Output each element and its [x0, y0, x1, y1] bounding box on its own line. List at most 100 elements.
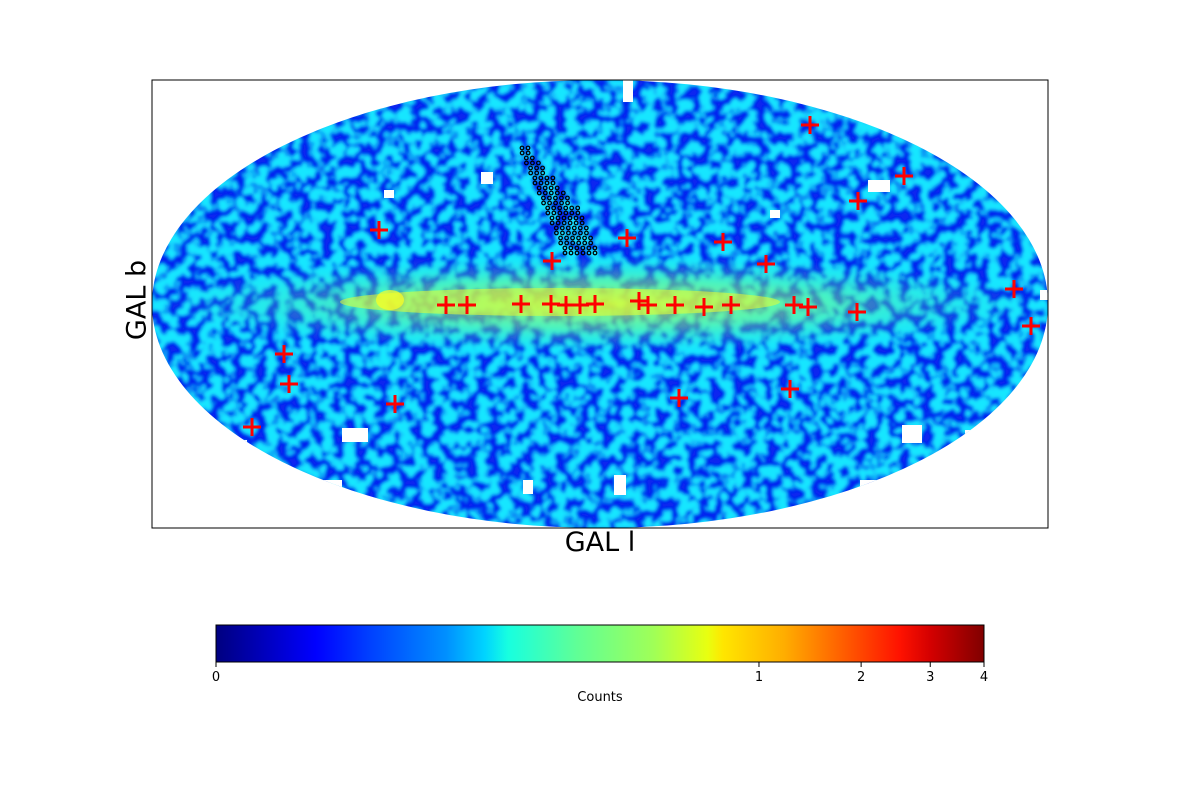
black-circle-marker — [561, 215, 567, 221]
black-circle-marker — [555, 220, 561, 226]
black-circle-marker — [566, 230, 571, 236]
black-circle-marker — [536, 185, 542, 191]
black-circle-marker — [582, 235, 587, 241]
black-circle-marker — [570, 240, 576, 246]
black-circle-marker — [553, 225, 559, 231]
black-circle-marker — [549, 220, 555, 226]
red-cross-marker — [785, 296, 803, 314]
black-circle-marker — [576, 235, 581, 241]
black-circle-marker — [568, 245, 574, 251]
black-circle-marker — [554, 190, 560, 196]
black-circle-marker — [583, 225, 589, 231]
black-circle-marker — [592, 250, 598, 256]
red-cross-marker — [543, 252, 561, 270]
plot-frame — [151, 79, 1049, 529]
black-circle-marker — [547, 195, 552, 201]
black-circle-marker — [525, 145, 531, 151]
black-circle-marker — [524, 160, 529, 166]
black-circle-marker — [544, 180, 550, 186]
black-circle-marker — [568, 250, 574, 256]
red-cross-marker — [370, 221, 388, 239]
black-circle-marker — [567, 220, 573, 226]
black-circle-marker — [562, 250, 568, 256]
black-circle-marker — [553, 200, 558, 206]
black-circle-marker — [573, 215, 579, 221]
red-cross-marker — [458, 296, 476, 314]
red-cross-marker — [437, 296, 455, 314]
black-circle-marker — [586, 250, 592, 256]
black-circle-marker — [567, 215, 573, 221]
black-circle-marker — [547, 200, 552, 206]
black-circle-marker — [565, 225, 571, 231]
y-axis-label: GAL b — [121, 259, 153, 341]
black-circle-marker — [560, 230, 565, 236]
black-circle-marker — [557, 205, 563, 211]
black-circle-marker — [558, 240, 564, 246]
black-circle-marker — [564, 235, 569, 241]
black-circle-marker — [550, 175, 556, 181]
red-cross-marker — [1005, 280, 1023, 298]
colorbar-gradient — [215, 624, 985, 663]
black-circle-marker — [541, 200, 546, 206]
black-circle-marker — [570, 235, 575, 241]
red-cross-marker — [781, 380, 799, 398]
red-cross-marker — [275, 345, 293, 363]
colorbar-tick-label: 0 — [211, 670, 221, 685]
black-circle-marker — [560, 190, 566, 196]
black-circle-marker — [588, 240, 594, 246]
colorbar-tick-label: 1 — [754, 670, 764, 685]
black-circle-marker — [553, 195, 558, 201]
black-circle-marker — [588, 235, 593, 241]
black-circle-marker — [579, 220, 585, 226]
black-circle-marker — [554, 185, 560, 191]
red-cross-marker — [666, 296, 684, 314]
red-cross-marker — [849, 192, 867, 210]
galactic-plane-core — [340, 288, 780, 316]
black-circle-marker — [540, 165, 545, 171]
black-circle-marker — [578, 230, 583, 236]
red-cross-marker — [243, 418, 261, 436]
black-circle-marker — [575, 205, 581, 211]
black-circle-marker — [565, 200, 570, 206]
black-circle-marker — [529, 155, 535, 161]
black-circle-marker — [561, 220, 567, 226]
black-circle-marker — [559, 200, 564, 206]
black-circle-marker — [523, 155, 529, 161]
black-circle-marker — [575, 210, 581, 216]
colorbar-label: Counts — [577, 690, 623, 705]
colorbar-tick-label: 2 — [856, 670, 866, 685]
colorbar-tick-label: 4 — [979, 670, 989, 685]
black-circle-marker — [545, 210, 551, 216]
black-circle-marker — [534, 165, 539, 171]
black-circle-marker — [574, 245, 580, 251]
red-cross-marker — [895, 167, 913, 185]
black-circle-marker — [525, 150, 531, 156]
red-cross-marker — [670, 389, 688, 407]
black-circle-marker — [542, 185, 548, 191]
black-circle-marker — [519, 145, 525, 151]
black-circle-marker — [571, 225, 577, 231]
red-cross-marker — [386, 395, 404, 413]
red-cross-marker — [848, 303, 866, 321]
black-circle-marker — [528, 170, 534, 176]
black-circle-marker — [576, 240, 582, 246]
red-cross-marker — [722, 296, 740, 314]
black-circle-marker — [569, 210, 575, 216]
black-circle-marker — [548, 185, 554, 191]
black-circle-marker — [569, 205, 575, 211]
black-circle-marker — [530, 160, 535, 166]
colorbar-ticks — [215, 662, 985, 667]
black-circle-marker — [555, 215, 561, 221]
black-circle-marker — [536, 190, 542, 196]
black-circle-marker — [554, 230, 559, 236]
black-circle-marker — [549, 215, 555, 221]
black-circle-marker — [551, 210, 557, 216]
black-circle-marker — [586, 245, 592, 251]
black-circle-marker — [534, 170, 540, 176]
black-circle-marker — [559, 195, 564, 201]
red-cross-marker — [639, 296, 657, 314]
black-circle-marker — [538, 175, 544, 181]
black-circle-marker — [579, 215, 585, 221]
black-circle-marker — [563, 205, 569, 211]
